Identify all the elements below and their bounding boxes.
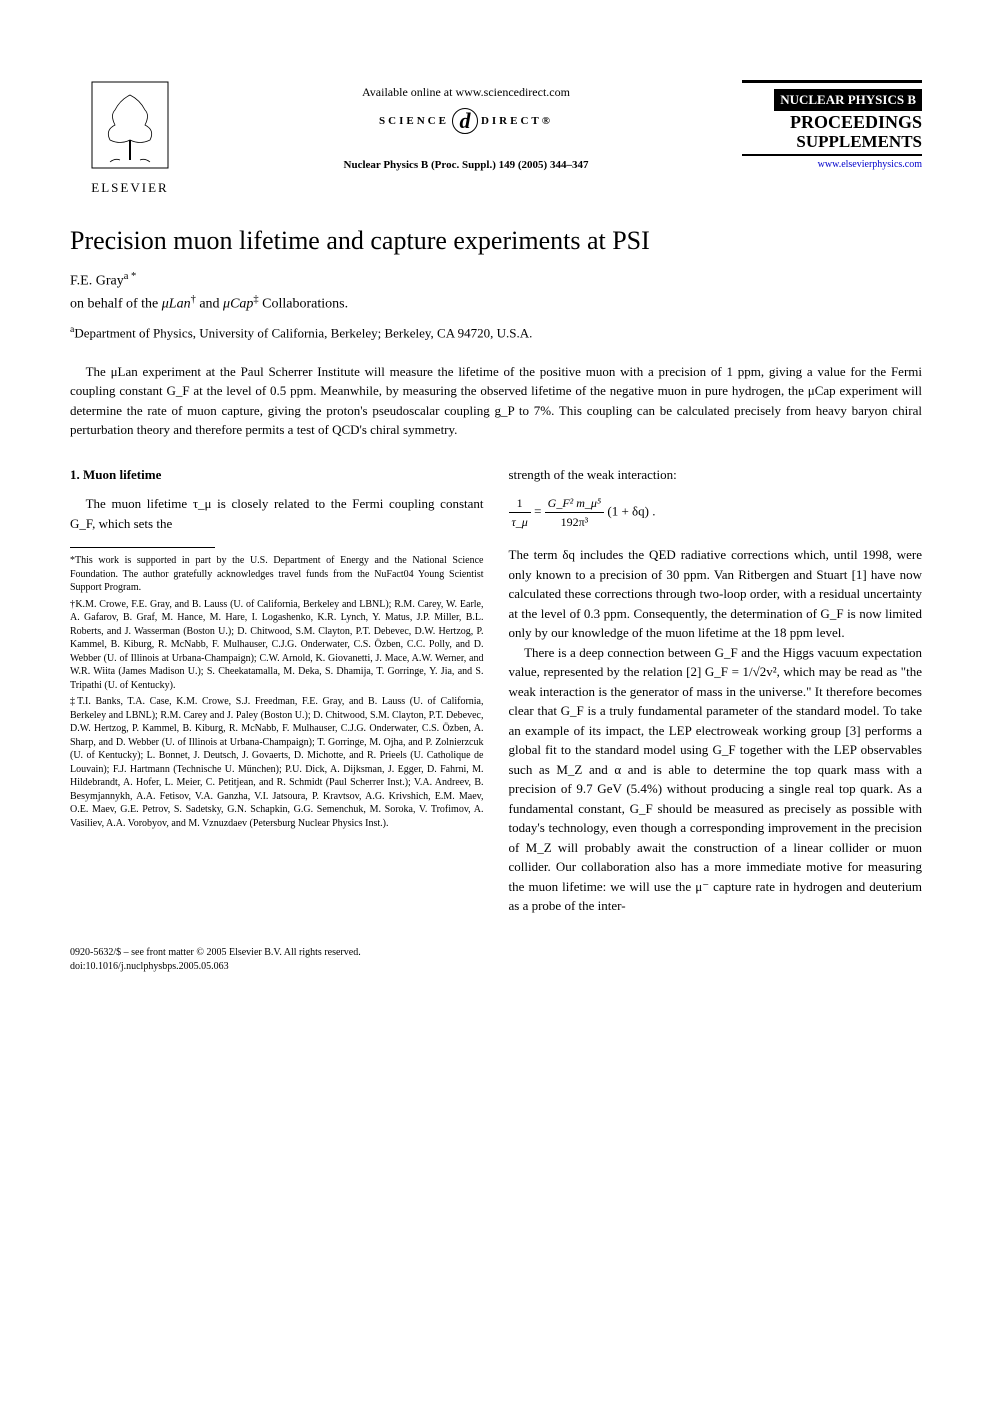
available-online-text: Available online at www.sciencedirect.co… (190, 85, 742, 100)
science-label: SCIENCE (379, 115, 449, 127)
equation-lifetime: 1 τ_μ = G_F² m_μ⁵ 192π³ (1 + δq) . (509, 494, 923, 531)
mucap-name: μCap (223, 296, 253, 311)
behalf-suffix: Collaborations. (259, 296, 348, 311)
badge-subtitle-2: SUPPLEMENTS (742, 133, 922, 152)
eq-lhs-num: 1 (509, 494, 531, 513)
author-name: F.E. Gray (70, 274, 124, 289)
right-para-1: The term δq includes the QED radiative c… (509, 545, 923, 643)
right-column: strength of the weak interaction: 1 τ_μ … (509, 465, 923, 916)
behalf-prefix: on behalf of the (70, 296, 162, 311)
copyright-line-1: 0920-5632/$ – see front matter © 2005 El… (70, 946, 922, 960)
right-para-2: There is a deep connection between G_F a… (509, 643, 923, 916)
author-line: F.E. Graya * (70, 271, 922, 290)
eq-rhs-den: 192π³ (545, 513, 604, 531)
paper-title: Precision muon lifetime and capture expe… (70, 226, 922, 256)
eq-rhs-num: G_F² m_μ⁵ (545, 494, 604, 513)
footnote-ddagger: ‡T.I. Banks, T.A. Case, K.M. Crowe, S.J.… (70, 695, 484, 830)
badge-url[interactable]: www.elsevierphysics.com (742, 159, 922, 170)
eq-equals: = (534, 504, 545, 519)
affil-text: Department of Physics, University of Cal… (74, 326, 532, 341)
paper-header: ELSEVIER Available online at www.science… (70, 80, 922, 196)
badge-subtitle-1: PROCEEDINGS (742, 113, 922, 133)
science-direct-logo: SCIENCE d DIRECT® (190, 108, 742, 134)
left-column: 1. Muon lifetime The muon lifetime τ_μ i… (70, 465, 484, 916)
footnote-star: *This work is supported in part by the U… (70, 554, 484, 595)
abstract: The μLan experiment at the Paul Scherrer… (70, 362, 922, 440)
collaboration-line: on behalf of the μLan† and μCap‡ Collabo… (70, 294, 922, 313)
right-lead: strength of the weak interaction: (509, 465, 923, 485)
eq-rhs-frac: G_F² m_μ⁵ 192π³ (545, 494, 604, 531)
section-1-intro: The muon lifetime τ_μ is closely related… (70, 494, 484, 533)
section-1-title: 1. Muon lifetime (70, 465, 484, 485)
doi-line: doi:10.1016/j.nuclphysbps.2005.05.063 (70, 960, 922, 974)
author-sup: a * (124, 271, 137, 282)
sciencedirect-d-icon: d (452, 108, 478, 134)
elsevier-label: ELSEVIER (70, 180, 190, 196)
journal-badge: NUCLEAR PHYSICS B PROCEEDINGS SUPPLEMENT… (742, 80, 922, 170)
mulan-name: μLan (162, 296, 191, 311)
affiliation: aDepartment of Physics, University of Ca… (70, 324, 922, 341)
publisher-block: ELSEVIER (70, 80, 190, 196)
two-column-body: 1. Muon lifetime The muon lifetime τ_μ i… (70, 465, 922, 916)
elsevier-tree-icon (90, 80, 170, 170)
eq-lhs: 1 τ_μ (509, 494, 531, 531)
footnote-rule (70, 547, 215, 548)
badge-rule (742, 154, 922, 156)
eq-lhs-den: τ_μ (509, 513, 531, 531)
direct-label: DIRECT® (481, 115, 553, 127)
footnote-dagger: †K.M. Crowe, F.E. Gray, and B. Lauss (U.… (70, 598, 484, 693)
badge-title: NUCLEAR PHYSICS B (774, 89, 922, 111)
center-header: Available online at www.sciencedirect.co… (190, 80, 742, 171)
copyright-block: 0920-5632/$ – see front matter © 2005 El… (70, 946, 922, 974)
journal-reference: Nuclear Physics B (Proc. Suppl.) 149 (20… (190, 159, 742, 171)
eq-tail: (1 + δq) . (607, 504, 655, 519)
behalf-and: and (196, 296, 223, 311)
